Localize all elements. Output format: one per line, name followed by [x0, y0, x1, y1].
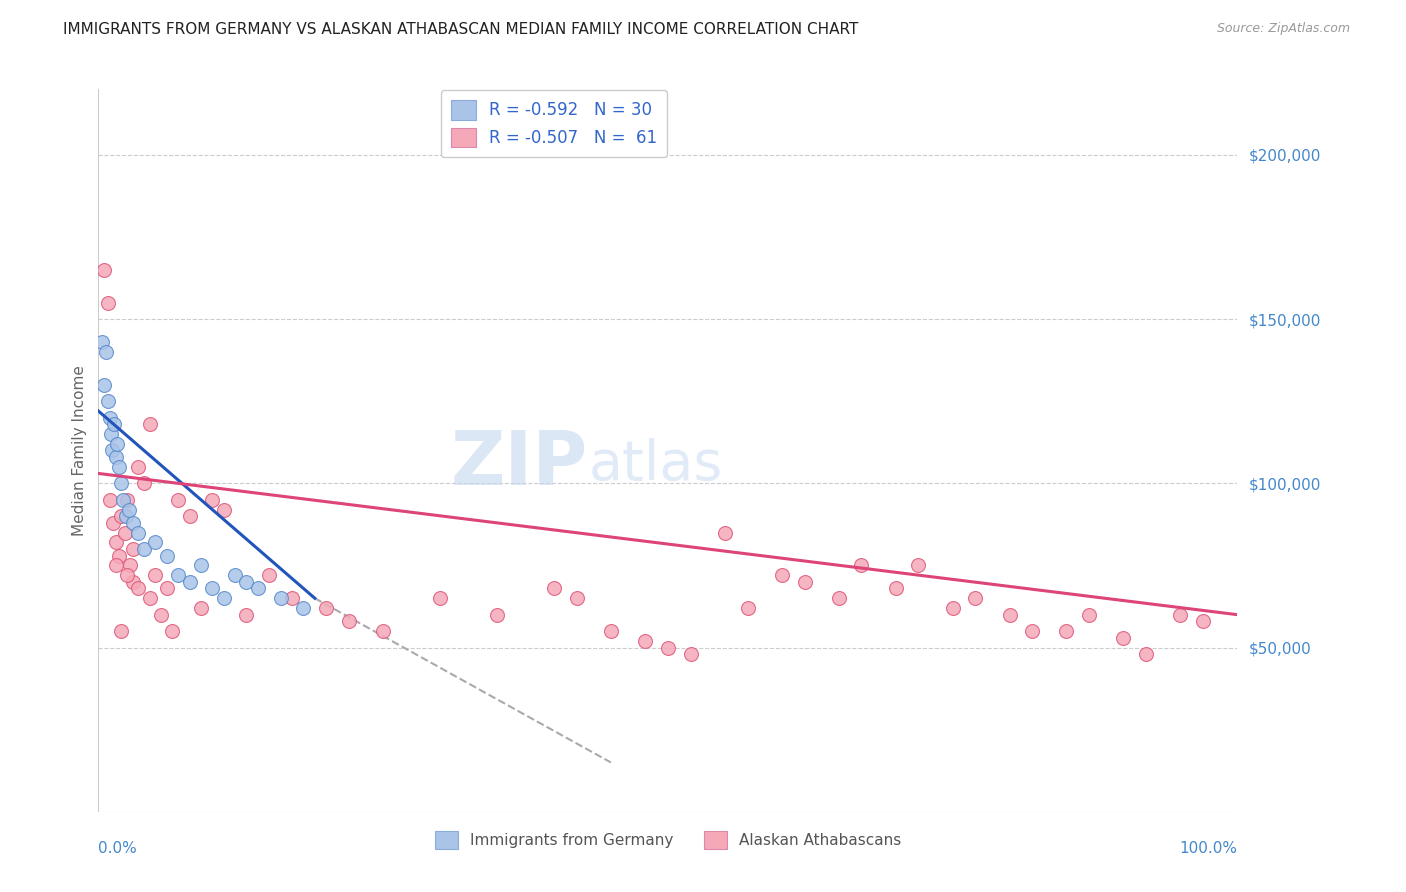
Point [96, 394, 118, 409]
Point [110, 476, 132, 491]
Point [179, 509, 201, 524]
Point [104, 450, 127, 464]
Point [118, 502, 141, 516]
Point [235, 607, 257, 622]
Point [429, 591, 451, 606]
Point [1112, 631, 1135, 645]
Point [110, 509, 132, 524]
Point [112, 492, 135, 507]
Point [679, 647, 702, 661]
Point [98, 492, 121, 507]
Legend: Immigrants from Germany, Alaskan Athabascans: Immigrants from Germany, Alaskan Athabas… [429, 825, 907, 855]
Text: Source: ZipAtlas.com: Source: ZipAtlas.com [1216, 22, 1350, 36]
Point [212, 591, 235, 606]
Point [93, 377, 115, 392]
Point [998, 607, 1021, 622]
Point [600, 624, 623, 639]
Text: 100.0%: 100.0% [1180, 840, 1237, 855]
Point [543, 582, 565, 596]
Point [179, 574, 201, 589]
Point [96, 345, 118, 359]
Point [108, 459, 131, 474]
Point [101, 443, 124, 458]
Point [138, 591, 160, 606]
Point [104, 535, 127, 549]
Point [1078, 607, 1101, 622]
Point [371, 624, 394, 639]
Point [167, 492, 190, 507]
Point [98, 410, 121, 425]
Point [93, 262, 115, 277]
Point [156, 549, 179, 563]
Point [246, 582, 269, 596]
Point [634, 634, 657, 648]
Point [224, 568, 246, 582]
Point [114, 525, 136, 540]
Point [121, 541, 143, 556]
Point [105, 437, 128, 451]
Point [1021, 624, 1043, 639]
Point [127, 582, 149, 596]
Point [851, 558, 873, 573]
Point [103, 417, 125, 432]
Point [110, 624, 132, 639]
Point [104, 558, 127, 573]
Point [657, 640, 679, 655]
Point [162, 624, 184, 639]
Text: IMMIGRANTS FROM GERMANY VS ALASKAN ATHABASCAN MEDIAN FAMILY INCOME CORRELATION C: IMMIGRANTS FROM GERMANY VS ALASKAN ATHAB… [63, 22, 859, 37]
Point [190, 601, 212, 615]
Point [337, 614, 360, 628]
Text: 0.0%: 0.0% [98, 840, 138, 855]
Point [315, 601, 337, 615]
Point [138, 417, 160, 432]
Point [1192, 614, 1215, 628]
Point [942, 601, 965, 615]
Y-axis label: Median Family Income: Median Family Income [72, 365, 87, 536]
Point [793, 574, 815, 589]
Point [121, 574, 143, 589]
Point [565, 591, 588, 606]
Text: atlas: atlas [588, 438, 723, 491]
Point [103, 516, 125, 530]
Point [259, 568, 281, 582]
Point [965, 591, 987, 606]
Point [737, 601, 759, 615]
Point [121, 516, 143, 530]
Point [115, 492, 138, 507]
Point [100, 427, 122, 442]
Point [201, 492, 224, 507]
Point [884, 582, 907, 596]
Point [145, 568, 167, 582]
Point [190, 558, 212, 573]
Point [115, 568, 138, 582]
Point [167, 568, 190, 582]
Text: ZIP: ZIP [451, 428, 588, 501]
Point [714, 525, 737, 540]
Point [770, 568, 793, 582]
Point [145, 535, 167, 549]
Point [212, 502, 235, 516]
Point [1135, 647, 1157, 661]
Point [127, 525, 149, 540]
Point [486, 607, 509, 622]
Point [235, 574, 257, 589]
Point [1170, 607, 1192, 622]
Point [156, 582, 179, 596]
Point [132, 476, 155, 491]
Point [201, 582, 224, 596]
Point [127, 459, 149, 474]
Point [1056, 624, 1078, 639]
Point [132, 541, 155, 556]
Point [150, 607, 173, 622]
Point [907, 558, 929, 573]
Point [292, 601, 315, 615]
Point [96, 295, 118, 310]
Point [114, 509, 136, 524]
Point [270, 591, 292, 606]
Point [281, 591, 304, 606]
Point [108, 549, 131, 563]
Point [120, 558, 142, 573]
Point [828, 591, 851, 606]
Point [90, 334, 112, 349]
